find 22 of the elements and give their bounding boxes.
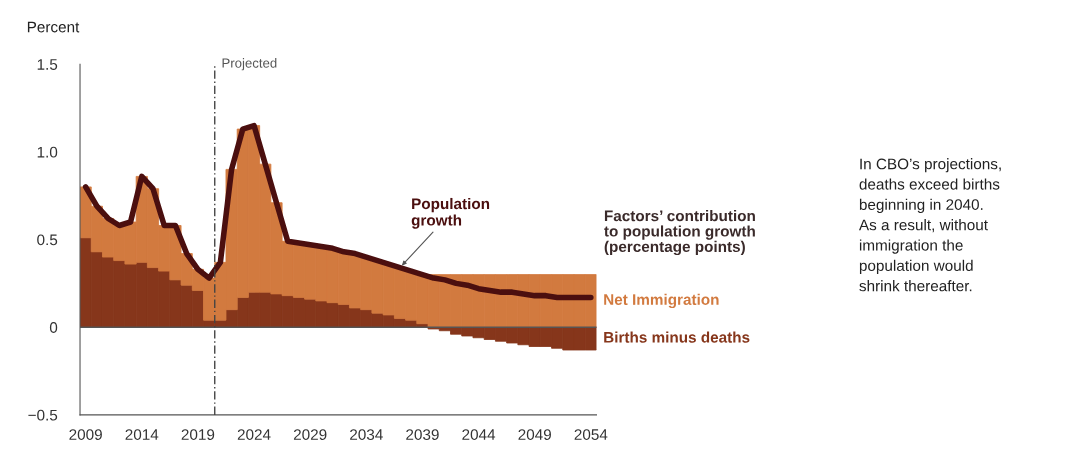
text: Population growth bbox=[411, 197, 490, 229]
text: Factors’ contribution to population growth (percentage points) bbox=[604, 210, 755, 256]
x-tick-label: 2039 bbox=[406, 429, 439, 440]
x-tick-label: 2034 bbox=[350, 429, 383, 440]
x-tick-label: 2014 bbox=[125, 429, 159, 440]
x-tick-label: 2019 bbox=[181, 429, 215, 440]
x-tick-label: 2009 bbox=[69, 429, 102, 440]
x-tick-label: 2024 bbox=[237, 429, 271, 440]
series-label: Net Immigration bbox=[604, 293, 719, 309]
ref-line-label: Projected bbox=[222, 58, 277, 71]
y-tick-label: 1.5 bbox=[37, 59, 58, 70]
y-tick-label: 0.5 bbox=[37, 234, 58, 246]
x-tick-label: 2054 bbox=[574, 429, 608, 440]
x-tick-label: 2044 bbox=[462, 429, 496, 440]
x-tick-label: 2049 bbox=[518, 429, 551, 440]
x-tick-label: 2029 bbox=[293, 429, 327, 440]
y-tick-label: 1.0 bbox=[37, 146, 58, 158]
y-tick-label: −0.5 bbox=[28, 409, 58, 421]
y-tick-label: 0 bbox=[49, 322, 58, 333]
text: In CBO’s projections, deaths exceed births beginning in 2040. As a result, without immigration the population would shrink thereafter. bbox=[858, 158, 1001, 292]
series-label: Births minus deaths bbox=[604, 331, 750, 343]
y-axis-title: Percent bbox=[27, 21, 80, 33]
